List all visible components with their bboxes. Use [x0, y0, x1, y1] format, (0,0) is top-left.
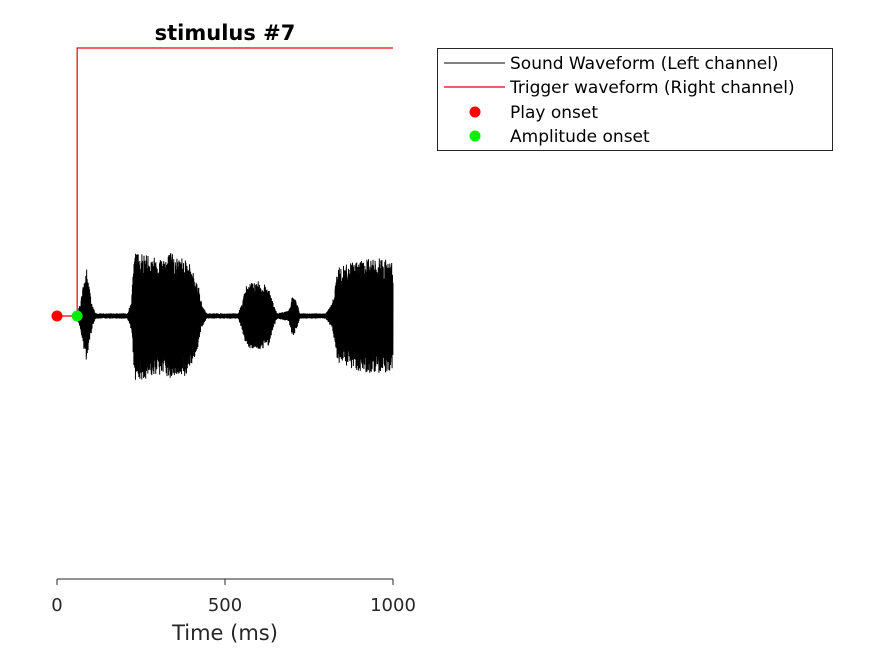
chart-title: stimulus #7 — [155, 21, 296, 45]
sound-waveform-line — [76, 253, 394, 380]
legend-box — [437, 48, 833, 151]
play-onset-marker — [51, 310, 63, 322]
amplitude-onset-marker — [71, 310, 83, 322]
x-tick-label-1000: 1000 — [370, 595, 416, 616]
legend-label-play-onset: Play onset — [510, 103, 598, 123]
x-tick-label-500: 500 — [208, 595, 242, 616]
trigger-waveform-line — [57, 47, 393, 317]
legend-label-trigger: Trigger waveform (Right channel) — [509, 78, 795, 98]
plot-area — [51, 47, 394, 380]
x-axis-label: Time (ms) — [171, 621, 278, 645]
x-axis: 0 500 1000 Time (ms) — [51, 578, 416, 645]
legend-label-amplitude-onset: Amplitude onset — [510, 127, 650, 147]
x-tick-label-0: 0 — [51, 595, 62, 616]
legend-marker-amplitude-onset — [469, 130, 481, 142]
legend: Sound Waveform (Left channel) Trigger wa… — [437, 48, 833, 151]
legend-label-sound: Sound Waveform (Left channel) — [510, 54, 779, 74]
legend-marker-play-onset — [469, 106, 481, 118]
